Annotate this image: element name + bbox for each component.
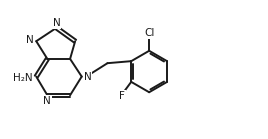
Text: N: N [53,18,60,28]
Text: N: N [43,96,51,106]
Text: F: F [119,91,125,101]
Text: H₂N: H₂N [13,73,32,83]
Text: N: N [26,35,34,45]
Text: Cl: Cl [144,28,154,38]
Text: N: N [84,72,92,82]
